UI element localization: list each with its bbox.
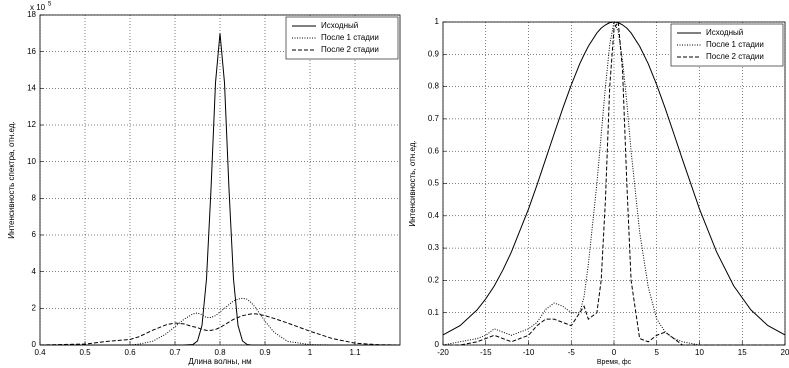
y-tick-label: 2 xyxy=(32,303,37,312)
legend-label: Исходный xyxy=(321,21,358,30)
x-tick-label: 0.4 xyxy=(34,348,46,357)
x-tick-label: -15 xyxy=(480,348,492,357)
y-axis-label: Интенсивность, отн.ед. xyxy=(408,140,417,226)
y-tick-label: 0.2 xyxy=(428,276,440,285)
x-tick-label: 1.1 xyxy=(349,348,361,357)
y-tick-label: 0.6 xyxy=(428,146,440,155)
y-tick-label: 1 xyxy=(435,17,440,26)
x-tick-label: -10 xyxy=(523,348,535,357)
y-tick-label: 6 xyxy=(32,230,37,239)
x-tick-label: 20 xyxy=(781,348,789,357)
y-tick-label: 18 xyxy=(27,10,36,19)
y-tick-label: 14 xyxy=(27,83,36,92)
x-tick-label: 0.7 xyxy=(169,348,181,357)
plot-frame xyxy=(442,21,786,346)
x-axis-label: Длина волны, нм xyxy=(188,357,251,366)
x-tick-label: -5 xyxy=(568,348,576,357)
y-tick-label: 0.9 xyxy=(428,49,440,58)
x-tick-label: 5 xyxy=(655,348,660,357)
legend-label: После 1 стадии xyxy=(321,33,379,42)
x-tick-label: 15 xyxy=(738,348,747,357)
y-tick-label: 16 xyxy=(27,47,36,56)
y-multiplier: x 10 xyxy=(30,3,46,12)
y-axis-label: Интенсивность спектра, отн.ед. xyxy=(7,121,16,238)
x-tick-label: -20 xyxy=(437,348,449,357)
y-tick-label: 0.7 xyxy=(428,114,440,123)
x-tick-label: 0 xyxy=(612,348,617,357)
x-tick-label: 0.9 xyxy=(259,348,271,357)
y-tick-label: 8 xyxy=(32,193,37,202)
legend-label: После 1 стадии xyxy=(706,40,764,49)
legend-label: После 2 стадии xyxy=(706,52,764,61)
x-axis-label: Время, фс xyxy=(597,359,632,366)
y-tick-label: 4 xyxy=(32,267,37,276)
x-tick-label: 0.6 xyxy=(124,348,136,357)
y-multiplier-exponent: 5 xyxy=(48,2,52,8)
y-tick-label: 0.8 xyxy=(428,82,440,91)
y-tick-label: 12 xyxy=(27,120,36,129)
legend-label: После 2 стадии xyxy=(321,45,379,54)
data-line xyxy=(442,21,786,336)
x-tick-label: 0.5 xyxy=(79,348,91,357)
plot-frame xyxy=(39,14,401,346)
x-tick-label: 1 xyxy=(308,348,313,357)
data-line xyxy=(40,297,400,346)
x-tick-label: 10 xyxy=(695,348,704,357)
data-line xyxy=(442,20,785,346)
y-tick-label: 0 xyxy=(435,340,440,349)
y-tick-label: 0.3 xyxy=(428,243,440,252)
y-tick-label: 0.5 xyxy=(428,179,440,188)
legend-label: Исходный xyxy=(706,28,743,37)
x-tick-label: 0.8 xyxy=(214,348,226,357)
y-tick-label: 0.1 xyxy=(428,308,440,317)
y-tick-label: 10 xyxy=(27,157,36,166)
data-line xyxy=(39,313,401,346)
y-tick-label: 0.4 xyxy=(428,211,440,220)
y-tick-label: 0 xyxy=(32,340,37,349)
